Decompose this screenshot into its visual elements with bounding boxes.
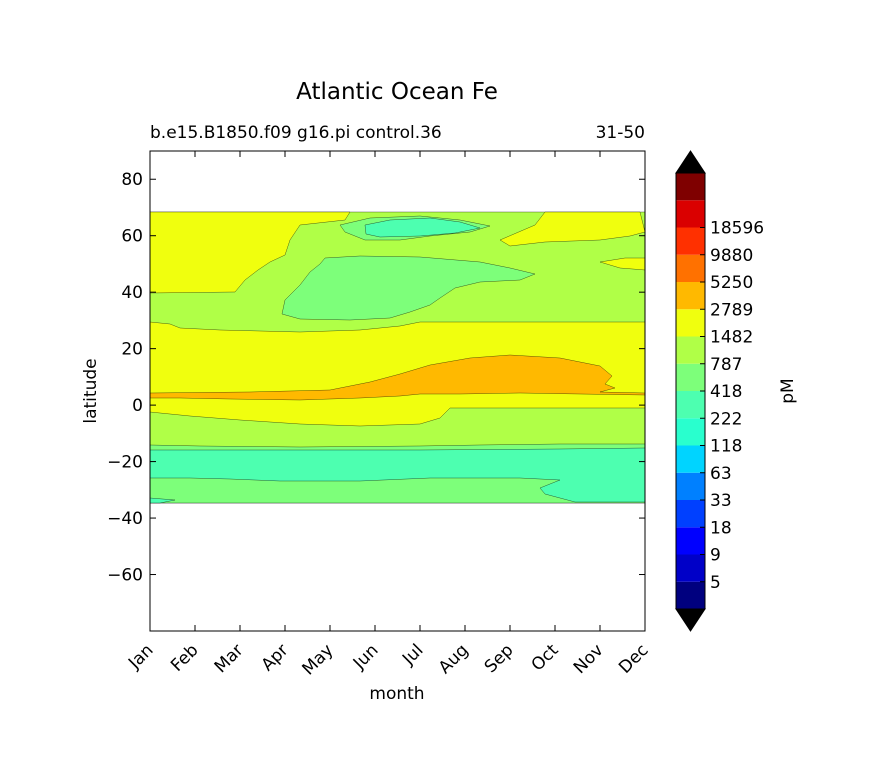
x-tick-label: Jul xyxy=(398,640,427,669)
colorbar-tick-label: 5 xyxy=(710,573,721,593)
colorbar-swatch xyxy=(676,581,705,609)
x-tick-label: Dec xyxy=(615,640,652,677)
colorbar-swatch xyxy=(676,527,705,555)
colorbar-swatch xyxy=(676,554,705,582)
colorbar-swatch xyxy=(676,500,705,528)
x-tick-label: Sep xyxy=(481,640,518,677)
colorbar-tick-label: 18 xyxy=(710,518,732,538)
plot-frame xyxy=(149,150,646,632)
y-axis: 80 60 40 20 0 −20 −40 −60 xyxy=(107,170,645,586)
x-tick-label: Nov xyxy=(570,640,608,678)
colorbar-tick-label: 33 xyxy=(710,491,732,511)
contour-region-118-222-south xyxy=(150,447,645,503)
x-tick-label: Jan xyxy=(124,640,157,673)
colorbar: 5 9 18 33 63 118 222 418 787 1482 2789 5250 9880 1859… xyxy=(675,150,764,632)
colorbar-swatch xyxy=(676,391,705,419)
colorbar-swatch xyxy=(676,418,705,446)
colorbar-tick-label: 222 xyxy=(710,409,742,429)
colorbar-tick-label: 1482 xyxy=(710,328,753,348)
colorbar-swatch xyxy=(676,363,705,391)
chart-subtitle-right: 31-50 xyxy=(596,123,645,143)
colorbar-tick-label: 63 xyxy=(710,464,732,484)
y-tick-label: 80 xyxy=(121,170,143,190)
x-tick-label: Feb xyxy=(167,640,202,675)
contour-region-118-222-north xyxy=(364,217,481,238)
y-tick-label: −20 xyxy=(107,453,143,473)
contour-region-787-1482-north xyxy=(150,211,645,294)
contour-region-1482-2789 xyxy=(150,354,645,401)
colorbar-swatch xyxy=(676,254,705,282)
chart-title: Atlantic Ocean Fe xyxy=(296,79,498,105)
colorbar-tick-label: 9 xyxy=(710,546,721,566)
plot-area xyxy=(149,150,646,632)
colorbar-over-triangle xyxy=(675,150,706,174)
y-tick-label: 0 xyxy=(132,396,143,416)
colorbar-swatch xyxy=(676,227,705,255)
y-tick-label: 60 xyxy=(121,227,143,247)
colorbar-swatch xyxy=(676,336,705,364)
y-tick-label: 20 xyxy=(121,340,143,360)
x-tick-label: Apr xyxy=(258,640,293,675)
colorbar-tick-label: 2789 xyxy=(710,300,753,320)
colorbar-swatch xyxy=(676,173,705,201)
contour-region-118-222-corner xyxy=(150,497,176,504)
y-axis-label: latitude xyxy=(81,358,101,423)
y-tick-label: −60 xyxy=(107,566,143,586)
colorbar-tick-label: 9880 xyxy=(710,246,753,266)
x-axis-label: month xyxy=(369,684,424,704)
colorbar-swatch xyxy=(676,445,705,473)
colorbar-tick-label: 5250 xyxy=(710,273,753,293)
x-tick-label: Mar xyxy=(211,640,248,677)
colorbar-swatch xyxy=(676,200,705,228)
x-tick-label: Jun xyxy=(349,640,383,674)
colorbar-tick-label: 118 xyxy=(710,437,742,457)
colorbar-tick-label: 787 xyxy=(710,355,742,375)
colorbar-under-triangle xyxy=(675,608,706,632)
y-tick-label: −40 xyxy=(107,509,143,529)
colorbar-swatch xyxy=(676,282,705,310)
contour-region-222-418-north xyxy=(281,255,536,321)
x-tick-label: Aug xyxy=(435,640,473,678)
colorbar-tick-label: 418 xyxy=(710,382,742,402)
colorbar-swatch xyxy=(676,309,705,337)
x-tick-label: Oct xyxy=(528,640,563,675)
colorbar-tick-label: 18596 xyxy=(710,219,764,239)
colorbar-swatch xyxy=(676,472,705,500)
y-tick-label: 40 xyxy=(121,283,143,303)
contour-region-787-1482-equator xyxy=(150,321,645,427)
x-tick-label: May xyxy=(299,640,338,679)
colorbar-label: pM xyxy=(778,378,798,403)
chart-subtitle-left: b.e15.B1850.f09 g16.pi control.36 xyxy=(150,123,442,143)
